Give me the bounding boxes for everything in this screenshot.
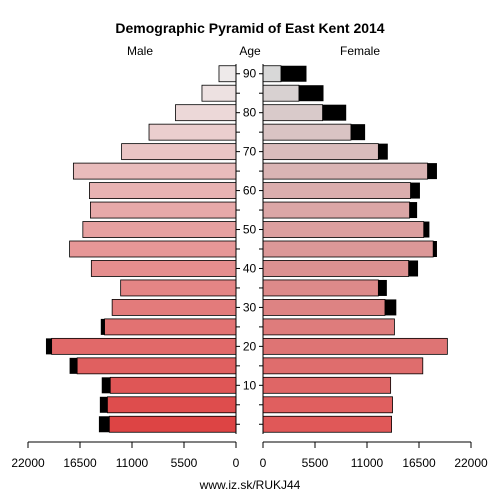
age-tick-label: 70 xyxy=(243,145,257,159)
female-bar-25-29 xyxy=(262,318,395,336)
female-bar-10-14 xyxy=(262,376,392,394)
male-bar-35-39 xyxy=(120,279,237,297)
age-tick-label: 10 xyxy=(243,378,257,392)
male-bar-50-54 xyxy=(82,221,237,238)
female-bar-40-44 xyxy=(262,260,410,277)
female-label: Female xyxy=(340,44,380,58)
age-ticks: 10 20 30 40 50 60 70 80 90 xyxy=(236,67,263,425)
male-bar-10-14 xyxy=(109,376,237,394)
x-axis-ticks: 22000 16500 11000 5500 0 0 5500 11000 16500 22000 xyxy=(11,442,488,470)
female-bar-30-34 xyxy=(262,299,386,316)
male-bar-5-9 xyxy=(107,396,237,414)
age-tick-label: 50 xyxy=(243,223,257,237)
male-bar-85-89 xyxy=(201,84,237,102)
age-label: Age xyxy=(239,44,261,58)
female-bar-90+ xyxy=(262,65,282,83)
male-bar-20-24 xyxy=(51,337,237,355)
male-bar-90+ xyxy=(218,65,237,83)
male-bar-70-74 xyxy=(121,143,237,161)
male-bar-15-19 xyxy=(76,357,237,375)
female-bar-0-4 xyxy=(262,415,392,433)
female-bar-65-69 xyxy=(262,162,428,180)
female-bar-80-84 xyxy=(262,104,323,122)
x-tick-label-right: 5500 xyxy=(302,456,329,470)
x-tick-label-left: 5500 xyxy=(171,456,198,470)
x-tick-label-right: 11000 xyxy=(351,456,384,470)
female-bar-35-39 xyxy=(262,279,379,297)
age-tick-label: 90 xyxy=(243,67,257,81)
male-bar-45-49 xyxy=(69,240,237,258)
x-tick-label-left: 22000 xyxy=(11,456,45,470)
male-bars xyxy=(45,65,237,433)
age-tick-label: 80 xyxy=(243,106,257,120)
male-bar-40-44 xyxy=(90,260,237,277)
female-bar-70-74 xyxy=(262,143,379,161)
female-bar-50-54 xyxy=(262,221,425,238)
age-tick-label: 60 xyxy=(243,184,257,198)
chart-title: Demographic Pyramid of East Kent 2014 xyxy=(115,20,384,36)
x-tick-label-left: 0 xyxy=(233,456,240,470)
age-tick-label: 20 xyxy=(243,339,257,353)
male-bar-30-34 xyxy=(111,299,237,316)
male-bar-55-59 xyxy=(90,201,237,219)
male-bar-25-29 xyxy=(104,318,237,336)
age-tick-label: 30 xyxy=(243,300,257,314)
female-bar-5-9 xyxy=(262,396,393,414)
x-tick-label-right: 16500 xyxy=(402,456,436,470)
male-bar-80-84 xyxy=(175,104,237,122)
female-bar-45-49 xyxy=(262,240,434,258)
female-bar-85-89 xyxy=(262,84,300,102)
male-label: Male xyxy=(127,44,153,58)
footer-text: www.iz.sk/RUKJ44 xyxy=(199,478,301,492)
female-bar-15-19 xyxy=(262,357,424,375)
x-tick-label-right: 0 xyxy=(260,456,267,470)
male-bar-75-79 xyxy=(148,123,237,141)
female-bar-20-24 xyxy=(262,337,448,355)
male-bar-60-64 xyxy=(89,182,237,199)
female-bar-55-59 xyxy=(262,201,410,219)
female-bar-60-64 xyxy=(262,182,411,199)
male-bar-0-4 xyxy=(108,415,237,433)
x-tick-label-left: 16500 xyxy=(63,456,97,470)
female-bar-75-79 xyxy=(262,123,352,141)
male-bar-65-69 xyxy=(72,162,237,180)
x-tick-label-right: 22000 xyxy=(454,456,488,470)
age-tick-label: 40 xyxy=(243,261,257,275)
female-bars xyxy=(262,65,448,433)
x-tick-label-left: 11000 xyxy=(116,456,149,470)
